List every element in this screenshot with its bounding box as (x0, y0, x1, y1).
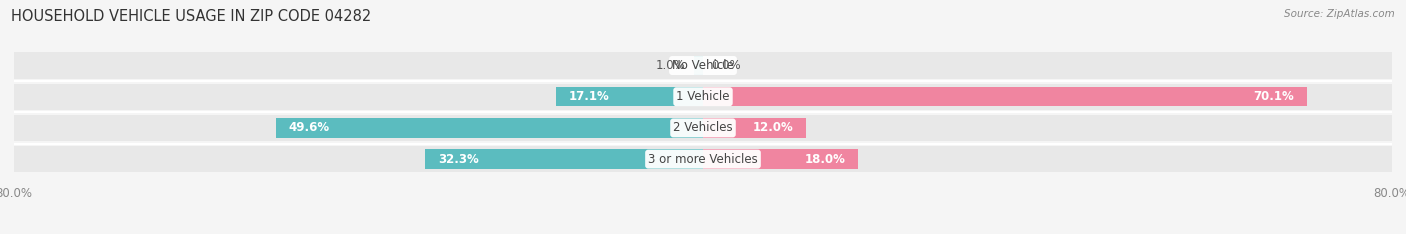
Bar (695, 56, 703, 75)
Text: 2 Vehicles: 2 Vehicles (673, 121, 733, 134)
Bar (555, 87, 703, 106)
Bar (14, 115, 1392, 141)
Text: 3 or more Vehicles: 3 or more Vehicles (648, 153, 758, 166)
Text: 0.0%: 0.0% (711, 59, 741, 72)
Bar (703, 87, 1306, 106)
Text: 17.1%: 17.1% (568, 90, 609, 103)
Bar (425, 150, 703, 169)
Text: 18.0%: 18.0% (804, 153, 845, 166)
Text: 49.6%: 49.6% (288, 121, 330, 134)
Bar (14, 146, 1392, 172)
Bar (14, 52, 1392, 79)
Bar (276, 118, 703, 138)
Text: 70.1%: 70.1% (1253, 90, 1294, 103)
Text: HOUSEHOLD VEHICLE USAGE IN ZIP CODE 04282: HOUSEHOLD VEHICLE USAGE IN ZIP CODE 0428… (11, 9, 371, 24)
Bar (14, 84, 1392, 110)
Bar (703, 150, 858, 169)
Text: 1.0%: 1.0% (657, 59, 686, 72)
Bar (703, 118, 807, 138)
Text: 12.0%: 12.0% (752, 121, 793, 134)
Text: 1 Vehicle: 1 Vehicle (676, 90, 730, 103)
Text: Source: ZipAtlas.com: Source: ZipAtlas.com (1284, 9, 1395, 19)
Text: No Vehicle: No Vehicle (672, 59, 734, 72)
Text: 32.3%: 32.3% (437, 153, 478, 166)
